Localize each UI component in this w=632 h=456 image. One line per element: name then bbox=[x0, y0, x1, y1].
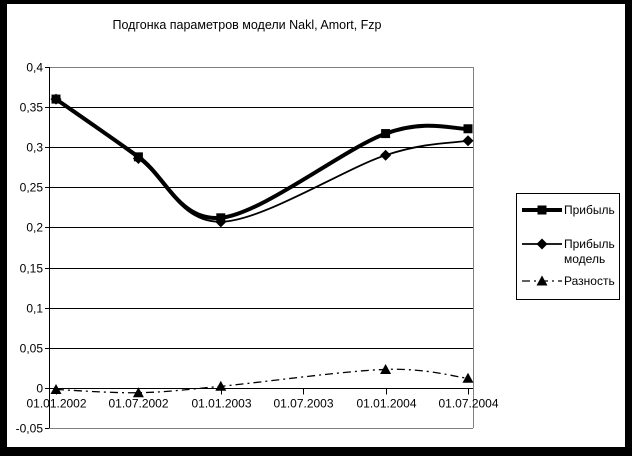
marker-diamond bbox=[50, 93, 62, 105]
marker-diamond bbox=[132, 152, 144, 164]
x-tick-label: 01.01.2004 bbox=[356, 397, 416, 411]
legend: Прибыль Прибыль модель Разность bbox=[516, 193, 620, 300]
series-line-3 bbox=[55, 368, 469, 394]
legend-item-pribyl: Прибыль bbox=[521, 203, 617, 218]
x-tick-label: 01.01.2003 bbox=[191, 397, 251, 411]
legend-line-square-icon bbox=[522, 205, 562, 215]
y-tick-label: 0,25 bbox=[20, 181, 44, 195]
y-tick-label: 0,15 bbox=[20, 262, 44, 276]
y-tick-label: 0,4 bbox=[26, 61, 43, 75]
legend-label: Прибыль модель bbox=[564, 237, 615, 266]
marker-triangle bbox=[132, 387, 144, 398]
y-tick-label: 0 bbox=[36, 382, 43, 396]
series-line-1 bbox=[54, 97, 469, 220]
y-tick-label: 0,35 bbox=[20, 101, 44, 115]
marker-triangle bbox=[462, 372, 474, 383]
legend-line-triangle-icon bbox=[522, 275, 562, 286]
marker-diamond bbox=[380, 149, 392, 161]
y-tick-label: 0,1 bbox=[26, 302, 43, 316]
marker-square bbox=[381, 129, 391, 139]
y-tick-label: -0,05 bbox=[16, 422, 44, 436]
legend-item-raznost: Разность bbox=[521, 274, 617, 289]
legend-item-pribyl-model: Прибыль модель bbox=[521, 237, 617, 267]
x-tick-label: 01.07.2002 bbox=[108, 397, 168, 411]
x-tick-label: 01.07.2004 bbox=[438, 397, 498, 411]
x-tick-label: 01.01.2002 bbox=[26, 397, 86, 411]
chart-canvas: Подгонка параметров модели Nakl, Amort, … bbox=[7, 4, 625, 447]
marker-square bbox=[537, 205, 547, 215]
legend-label: Прибыль bbox=[564, 203, 615, 217]
marker-triangle bbox=[536, 275, 548, 286]
marker-diamond bbox=[536, 238, 548, 250]
y-tick-label: 0,2 bbox=[26, 221, 43, 235]
plot-area: 0,4 0,35 0,3 0,25 0,2 0,15 0,1 0,05 0 -0,05 01.01.… bbox=[16, 61, 499, 436]
legend-label: Разность bbox=[564, 274, 615, 288]
marker-diamond bbox=[215, 216, 227, 228]
legend-line-diamond-icon bbox=[522, 238, 562, 250]
marker-triangle bbox=[215, 380, 227, 391]
marker-triangle bbox=[380, 363, 392, 374]
chart-title: Подгонка параметров модели Nakl, Amort, … bbox=[112, 18, 382, 32]
y-tick-label: 0,05 bbox=[20, 342, 44, 356]
marker-triangle bbox=[50, 383, 62, 394]
x-tick-label: 01.07.2003 bbox=[273, 397, 333, 411]
marker-square bbox=[463, 124, 473, 134]
y-tick-label: 0,3 bbox=[26, 141, 43, 155]
marker-diamond bbox=[462, 135, 474, 147]
